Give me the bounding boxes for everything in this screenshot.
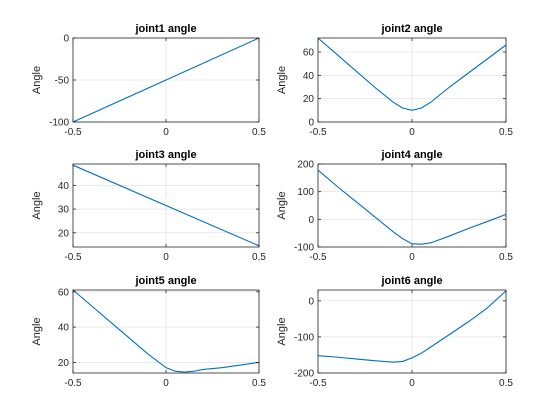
x-tick-label: 0 [163, 378, 169, 389]
y-tick-label: 20 [58, 228, 70, 239]
y-tick-label: 40 [303, 71, 315, 82]
x-tick-label: 0 [409, 378, 415, 389]
series-line [317, 37, 507, 111]
subplot-5: -0.5 0 0.5 20 40 60 joint5 angle Angle [31, 275, 266, 389]
x-tick-label: 0.5 [499, 378, 513, 389]
y-tick-label: 40 [58, 323, 70, 334]
x-tick-label: 0.5 [499, 127, 513, 138]
y-axis-label: Angle [31, 66, 43, 94]
subplot-title: joint2 angle [380, 23, 442, 35]
x-tick-label: -0.5 [309, 252, 327, 263]
y-tick-label: 0 [308, 215, 314, 226]
x-tick-label: 0.5 [499, 252, 513, 263]
subplot-3: -0.5 0 0.5 20 30 40 joint3 angle Angle [31, 149, 266, 263]
y-tick-label: 30 [58, 205, 70, 216]
x-tick-label: -0.5 [64, 127, 82, 138]
y-axis-label: Angle [31, 317, 43, 345]
y-tick-label: 0 [308, 118, 314, 129]
x-tick-label: 0.5 [252, 127, 266, 138]
series-line [317, 290, 507, 363]
y-tick-label: 200 [297, 160, 314, 171]
y-tick-label: -100 [49, 118, 69, 129]
y-tick-label: -100 [294, 243, 314, 254]
x-tick-label: -0.5 [309, 127, 327, 138]
series-line [72, 164, 260, 247]
y-tick-label: 40 [58, 181, 70, 192]
subplot-title: joint4 angle [380, 149, 442, 161]
y-tick-label: -50 [55, 76, 70, 87]
subplot-title: joint3 angle [134, 149, 196, 161]
x-tick-label: 0 [409, 252, 415, 263]
x-tick-label: -0.5 [64, 252, 82, 263]
y-tick-label: 20 [303, 94, 315, 105]
series-line [317, 169, 507, 245]
y-tick-label: 60 [303, 48, 315, 59]
series-line [72, 289, 260, 373]
subplot-1: -0.5 0 0.5 -100 -50 0 joint1 angle Angle [31, 23, 266, 138]
y-axis-label: Angle [276, 317, 288, 345]
subplot-6: -0.5 0 0.5 -200 -100 0 joint6 angle Angle [276, 275, 513, 389]
y-axis-label: Angle [276, 66, 288, 94]
x-tick-label: 0 [163, 252, 169, 263]
y-tick-label: 0 [308, 296, 314, 307]
x-tick-label: 0.5 [252, 378, 266, 389]
subplot-4: -0.5 0 0.5 -100 0 100 200 joint4 angle Angle [276, 149, 513, 263]
subplot-title: joint6 angle [380, 275, 442, 287]
x-tick-label: -0.5 [309, 378, 327, 389]
series-line [72, 37, 260, 123]
y-axis-label: Angle [31, 191, 43, 219]
y-tick-label: 100 [297, 187, 314, 198]
y-tick-label: -200 [294, 369, 314, 380]
y-tick-label: 20 [58, 358, 70, 369]
y-tick-label: -100 [294, 332, 314, 343]
subplot-title: joint1 angle [134, 23, 196, 35]
x-tick-label: 0.5 [252, 252, 266, 263]
x-tick-label: 0 [409, 127, 415, 138]
x-tick-label: -0.5 [64, 378, 82, 389]
y-axis-label: Angle [276, 191, 288, 219]
y-tick-label: 60 [58, 287, 70, 298]
subplot-title: joint5 angle [134, 275, 196, 287]
x-tick-label: 0 [163, 127, 169, 138]
y-tick-label: 0 [63, 34, 69, 45]
